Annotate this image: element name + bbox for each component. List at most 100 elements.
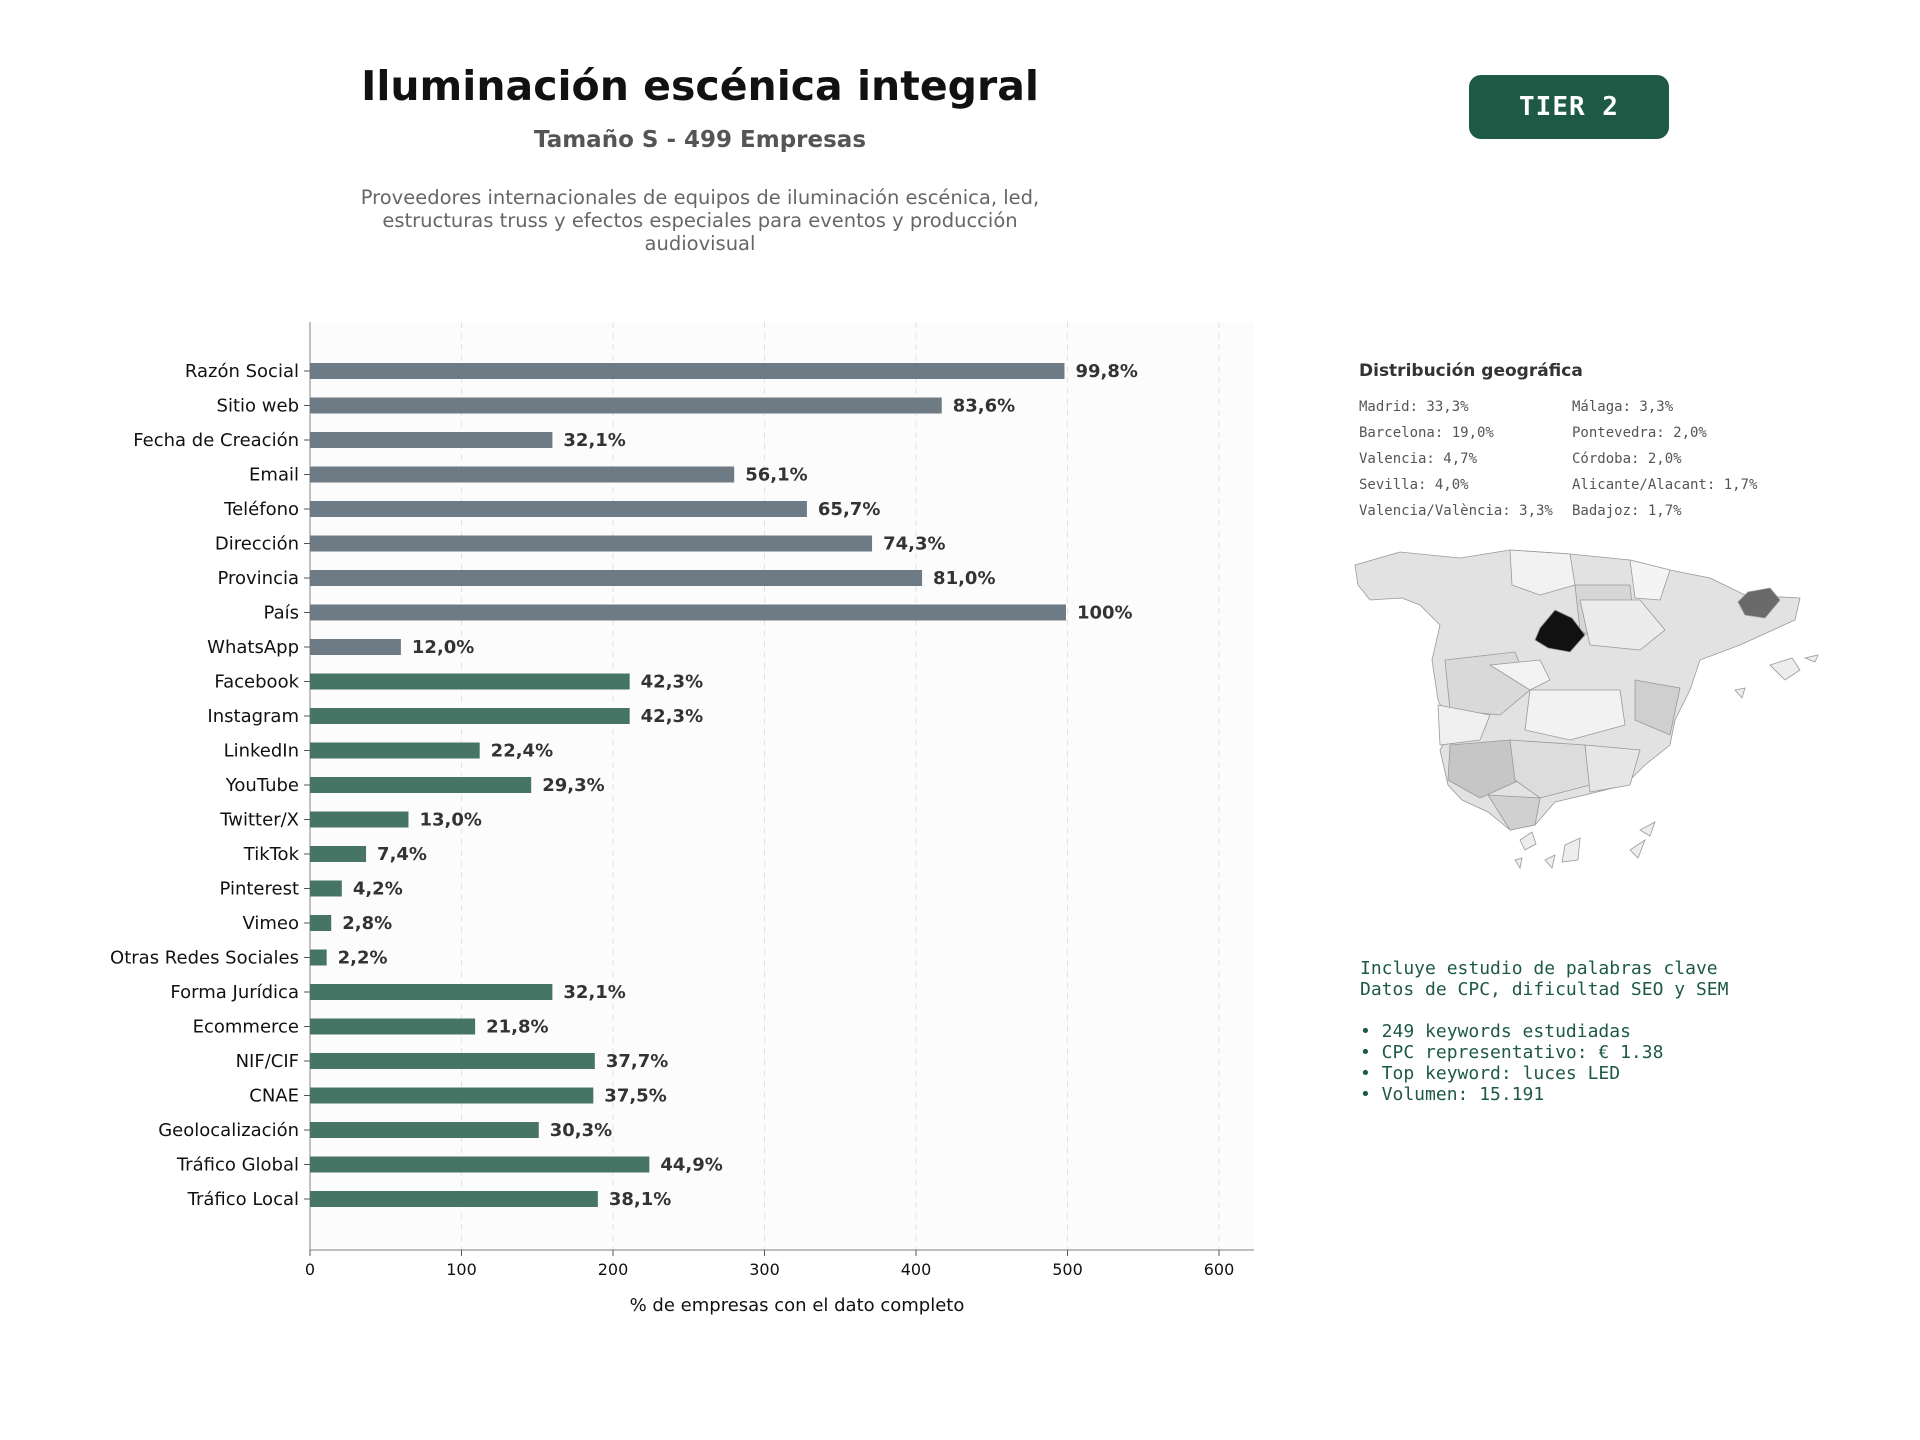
category-label: Forma Jurídica — [170, 982, 299, 1003]
x-tick-label: 200 — [598, 1260, 629, 1279]
bar — [310, 708, 630, 724]
value-label: 99,8% — [1075, 361, 1137, 382]
value-label: 83,6% — [953, 396, 1015, 417]
category-label: Ecommerce — [193, 1017, 299, 1038]
map-canary — [1519, 831, 1537, 851]
value-label: 22,4% — [491, 741, 553, 762]
map-canary — [1629, 838, 1646, 859]
spain-choropleth-map — [1354, 549, 1819, 870]
bar — [310, 501, 807, 517]
value-label: 32,1% — [563, 430, 625, 451]
value-label: 42,3% — [641, 672, 703, 693]
category-label: LinkedIn — [224, 741, 299, 762]
keyword-line: Incluye estudio de palabras clave — [1360, 958, 1718, 979]
value-label: 81,0% — [933, 568, 995, 589]
category-label: WhatsApp — [207, 637, 299, 658]
value-label: 37,5% — [604, 1086, 666, 1107]
map-balearic — [1769, 657, 1801, 681]
category-label: TikTok — [243, 844, 300, 865]
geo-item: Pontevedra: 2,0% — [1572, 425, 1707, 441]
map-canary — [1639, 821, 1656, 837]
category-label: Facebook — [214, 672, 299, 693]
map-region — [1584, 744, 1641, 793]
value-label: 2,8% — [342, 913, 392, 934]
bar — [310, 570, 923, 586]
geo-item: Valencia: 4,7% — [1359, 451, 1478, 467]
bar — [310, 915, 332, 931]
geo-distribution-title: Distribución geográfica — [1359, 361, 1583, 381]
x-tick-label: 100 — [446, 1260, 477, 1279]
value-label: 74,3% — [883, 534, 945, 555]
category-label: Sitio web — [217, 396, 299, 417]
geo-item: Barcelona: 19,0% — [1359, 425, 1494, 441]
geo-item: Alicante/Alacant: 1,7% — [1572, 477, 1758, 493]
value-label: 37,7% — [606, 1051, 668, 1072]
value-label: 21,8% — [486, 1017, 548, 1038]
bar — [310, 1156, 650, 1173]
geo-item: Badajoz: 1,7% — [1572, 503, 1682, 519]
category-label: YouTube — [225, 775, 299, 796]
value-label: 32,1% — [563, 982, 625, 1003]
keyword-bullet: • 249 keywords estudiadas — [1360, 1021, 1631, 1042]
map-region — [1488, 659, 1551, 691]
value-label: 100% — [1077, 603, 1133, 624]
bar — [310, 397, 942, 414]
category-label: Twitter/X — [219, 810, 299, 831]
geo-distribution-list: Madrid: 33,3% Málaga: 3,3% Barcelona: 19… — [1359, 399, 1799, 522]
category-label: Provincia — [217, 568, 299, 589]
geo-item: Madrid: 33,3% — [1359, 399, 1469, 415]
map-balearic — [1803, 654, 1819, 663]
category-label: Instagram — [207, 706, 299, 727]
map-region — [1509, 549, 1576, 596]
geo-item: Málaga: 3,3% — [1572, 399, 1674, 415]
map-canary — [1514, 857, 1523, 870]
map-madrid — [1534, 609, 1586, 653]
bar — [310, 639, 401, 655]
bar — [310, 535, 873, 552]
map-region — [1629, 559, 1671, 601]
bar — [310, 742, 480, 759]
category-label: Razón Social — [185, 361, 299, 382]
keyword-line: Datos de CPC, dificultad SEO y SEM — [1360, 979, 1729, 1000]
bar — [310, 984, 553, 1000]
x-axis-label: % de empresas con el dato completo — [630, 1295, 965, 1316]
page-description: Proveedores internacionales de equipos d… — [360, 186, 1040, 255]
map-region — [1579, 599, 1666, 651]
geo-item: Valencia/València: 3,3% — [1359, 503, 1553, 519]
keyword-bullet: • Top keyword: luces LED — [1360, 1063, 1621, 1084]
category-label: Tráfico Global — [176, 1155, 299, 1176]
category-label: Fecha de Creación — [133, 430, 299, 451]
value-label: 29,3% — [542, 775, 604, 796]
category-label: Dirección — [215, 534, 299, 555]
category-label: Geolocalización — [158, 1120, 299, 1141]
bar-chart: 0 100 200 300 400 500 600 % de empresas con el … — [110, 322, 1254, 1316]
value-label: 30,3% — [550, 1120, 612, 1141]
category-label: CNAE — [249, 1086, 299, 1107]
value-label: 12,0% — [412, 637, 474, 658]
category-label: Otras Redes Sociales — [110, 948, 299, 969]
value-label: 13,0% — [419, 810, 481, 831]
x-tick-label: 300 — [749, 1260, 780, 1279]
category-label: Teléfono — [223, 499, 299, 520]
bar — [310, 432, 553, 448]
value-label: 56,1% — [745, 465, 807, 486]
bar — [310, 1053, 595, 1069]
bar — [310, 1122, 539, 1138]
bar — [310, 811, 409, 828]
bar — [310, 466, 735, 483]
map-region — [1437, 704, 1491, 746]
x-tick-label: 0 — [305, 1260, 315, 1279]
bar — [310, 363, 1065, 379]
value-label: 38,1% — [609, 1189, 671, 1210]
bar — [310, 777, 532, 793]
bar — [310, 1087, 594, 1104]
bar — [310, 604, 1066, 621]
map-region — [1509, 739, 1591, 799]
value-label: 44,9% — [660, 1155, 722, 1176]
x-tick-label: 500 — [1052, 1260, 1083, 1279]
geo-item: Sevilla: 4,0% — [1359, 477, 1469, 493]
page-subtitle: Tamaño S - 499 Empresas — [533, 127, 867, 153]
map-canary — [1561, 837, 1581, 863]
bar — [310, 673, 630, 690]
map-region — [1487, 794, 1541, 831]
